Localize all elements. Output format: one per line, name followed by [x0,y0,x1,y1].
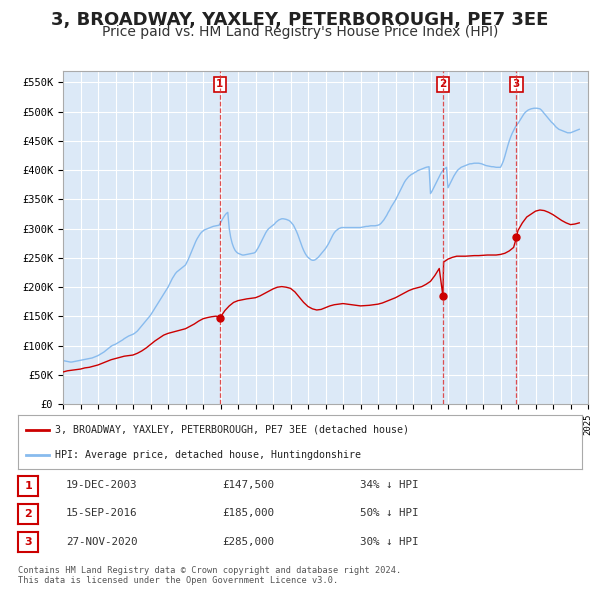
Text: HPI: Average price, detached house, Huntingdonshire: HPI: Average price, detached house, Hunt… [55,451,361,460]
Text: £285,000: £285,000 [222,537,274,546]
Text: 3, BROADWAY, YAXLEY, PETERBOROUGH, PE7 3EE: 3, BROADWAY, YAXLEY, PETERBOROUGH, PE7 3… [52,11,548,29]
Text: 27-NOV-2020: 27-NOV-2020 [66,537,137,546]
Text: 19-DEC-2003: 19-DEC-2003 [66,480,137,490]
Text: 30% ↓ HPI: 30% ↓ HPI [360,537,419,546]
Text: 1: 1 [216,79,223,89]
Text: Contains HM Land Registry data © Crown copyright and database right 2024.
This d: Contains HM Land Registry data © Crown c… [18,566,401,585]
Text: 2: 2 [439,79,446,89]
Text: 3: 3 [513,79,520,89]
Text: 1: 1 [25,481,32,490]
Text: 3, BROADWAY, YAXLEY, PETERBOROUGH, PE7 3EE (detached house): 3, BROADWAY, YAXLEY, PETERBOROUGH, PE7 3… [55,425,409,435]
Text: 15-SEP-2016: 15-SEP-2016 [66,509,137,518]
Text: £185,000: £185,000 [222,509,274,518]
Text: £147,500: £147,500 [222,480,274,490]
Text: 34% ↓ HPI: 34% ↓ HPI [360,480,419,490]
Text: 50% ↓ HPI: 50% ↓ HPI [360,509,419,518]
Text: Price paid vs. HM Land Registry's House Price Index (HPI): Price paid vs. HM Land Registry's House … [102,25,498,39]
Text: 2: 2 [25,509,32,519]
Text: 3: 3 [25,537,32,547]
